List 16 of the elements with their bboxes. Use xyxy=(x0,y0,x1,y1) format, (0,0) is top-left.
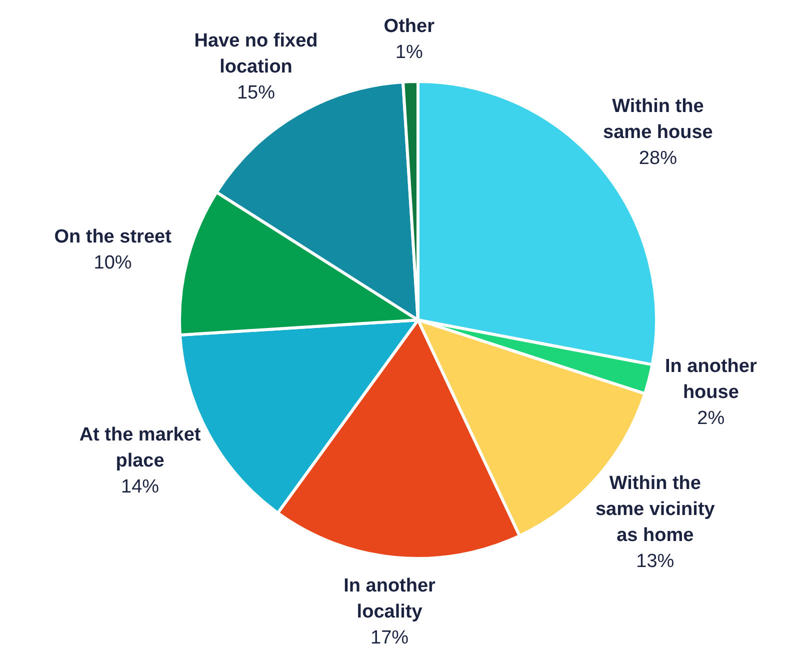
data-label: 13% xyxy=(636,550,674,572)
data-label: 17% xyxy=(370,627,409,648)
data-label: 28% xyxy=(638,148,678,170)
slice-label: On the street xyxy=(54,226,172,248)
slice-label: Within the same house xyxy=(603,96,713,144)
slice-label: In another house xyxy=(664,356,758,404)
data-label: 1% xyxy=(395,42,423,63)
data-label: 14% xyxy=(121,476,160,498)
data-label: 2% xyxy=(697,408,725,430)
slice-label: Within the same vicinity as home xyxy=(595,472,716,546)
slice-label: Other xyxy=(384,16,436,37)
data-label: 10% xyxy=(94,252,132,274)
data-label: 15% xyxy=(236,82,276,104)
slice-label: Have no fixed location xyxy=(194,30,318,78)
slice-label: In another locality xyxy=(344,575,436,622)
slice-label: At the market place xyxy=(79,424,202,472)
